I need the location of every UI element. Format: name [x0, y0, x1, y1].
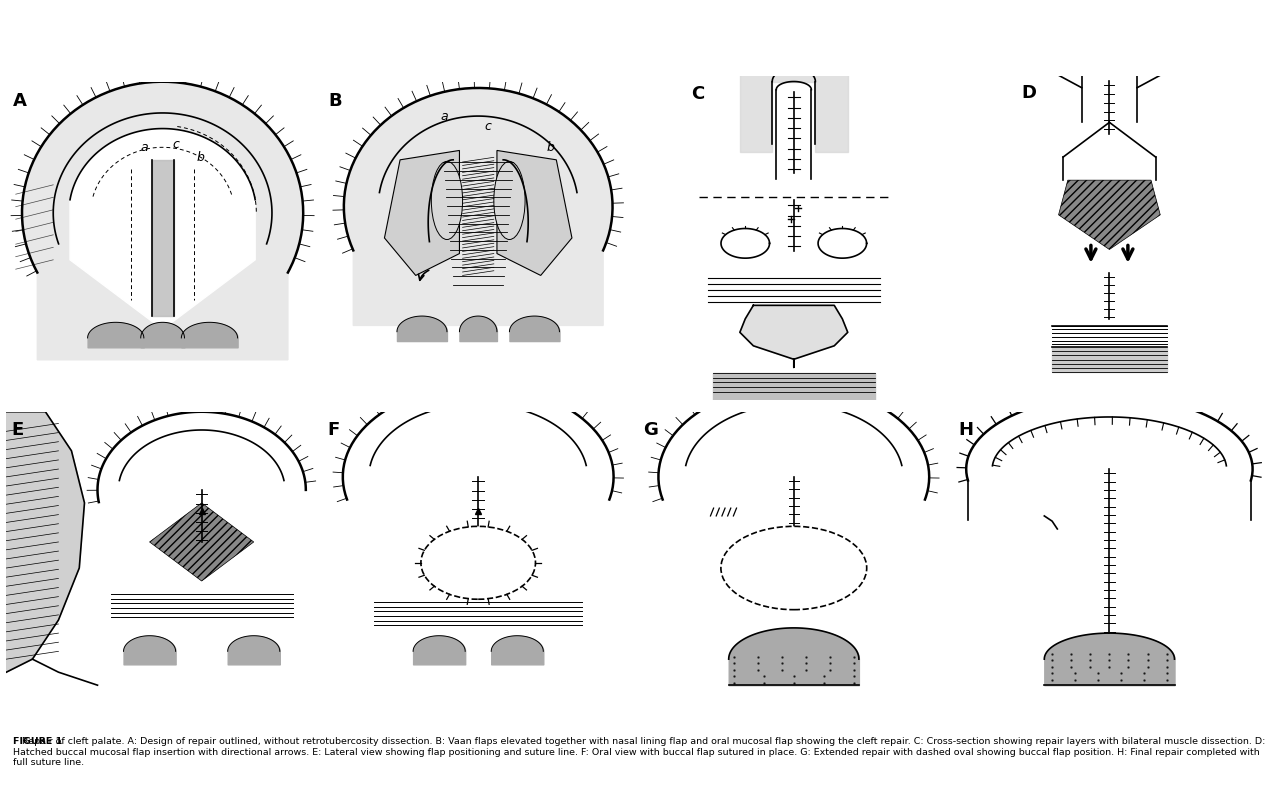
Text: c: c [172, 138, 179, 151]
Polygon shape [384, 152, 459, 276]
Ellipse shape [431, 162, 463, 240]
Polygon shape [70, 130, 256, 323]
Polygon shape [712, 373, 875, 401]
Polygon shape [1058, 181, 1160, 250]
Text: A: A [13, 92, 27, 110]
Text: B: B [328, 92, 342, 110]
Text: G: G [642, 420, 658, 438]
Polygon shape [6, 412, 84, 672]
Text: c: c [485, 119, 491, 132]
Text: Repair of cleft palate. A: Design of repair outlined, without retrotubercosity d: Repair of cleft palate. A: Design of rep… [13, 736, 1266, 766]
Polygon shape [818, 230, 866, 259]
Polygon shape [343, 89, 613, 326]
Text: H: H [958, 420, 973, 438]
Polygon shape [721, 230, 770, 259]
Text: a: a [141, 141, 149, 154]
Ellipse shape [494, 162, 525, 240]
Text: FIGURE 1: FIGURE 1 [13, 736, 62, 745]
Text: F: F [327, 420, 340, 438]
Text: b: b [547, 141, 555, 154]
Text: D: D [1021, 84, 1037, 102]
Polygon shape [150, 504, 253, 581]
Text: E: E [11, 420, 24, 438]
Ellipse shape [421, 526, 536, 599]
Polygon shape [740, 306, 847, 368]
Text: C: C [691, 85, 705, 103]
Polygon shape [1052, 347, 1168, 372]
Polygon shape [151, 161, 173, 316]
Polygon shape [22, 83, 303, 360]
Ellipse shape [721, 526, 866, 610]
Text: b: b [197, 151, 205, 164]
Polygon shape [497, 152, 572, 276]
Polygon shape [740, 71, 847, 152]
Text: a: a [440, 110, 448, 123]
